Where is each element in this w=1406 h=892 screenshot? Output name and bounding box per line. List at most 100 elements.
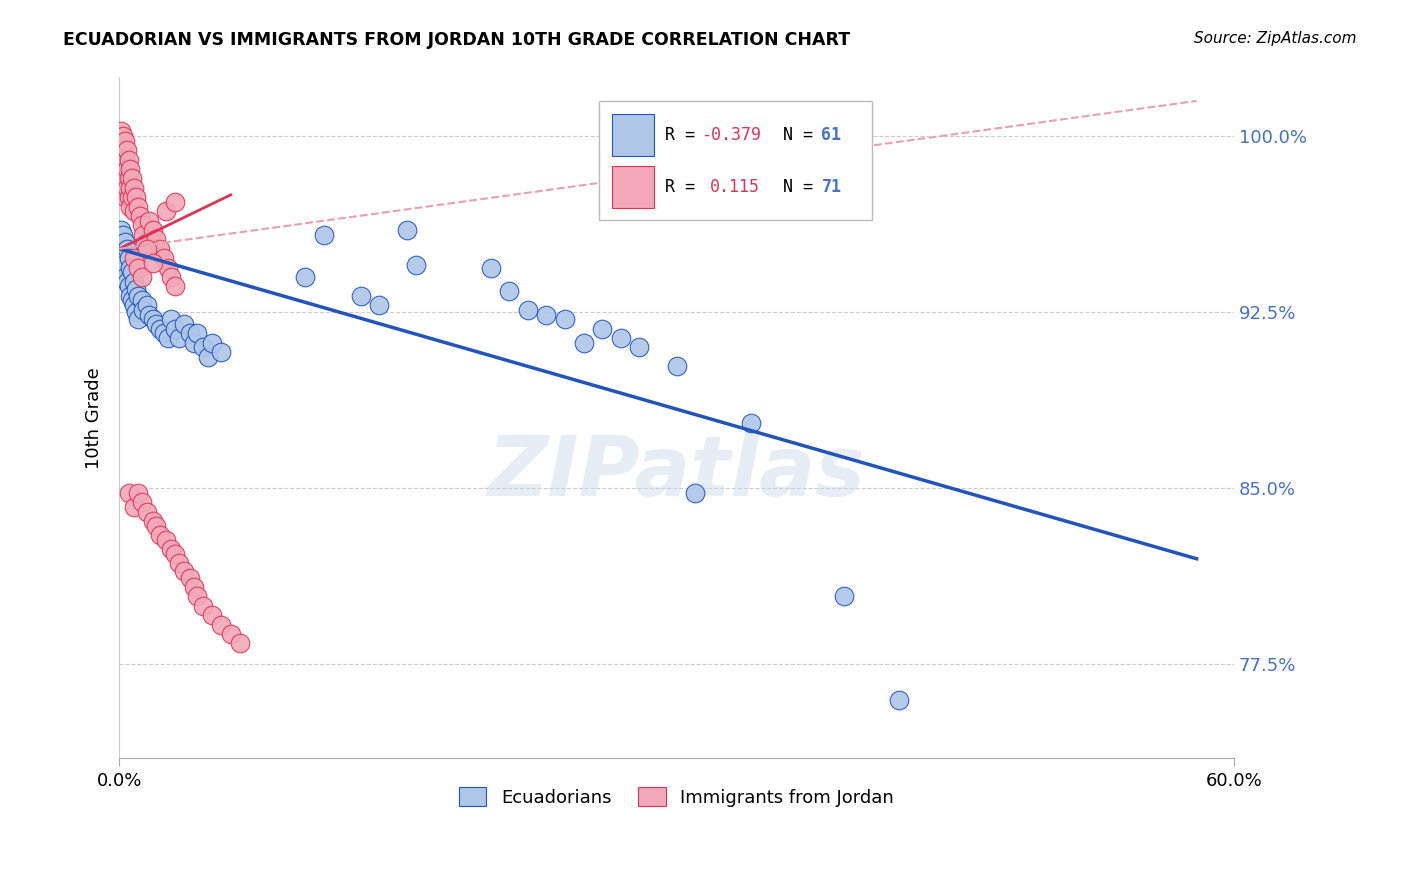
Point [131, 270, 153, 285]
Point [111, 143, 134, 157]
Point [121, 293, 143, 308]
Text: ECUADORIAN VS IMMIGRANTS FROM JORDAN 10TH GRADE CORRELATION CHART: ECUADORIAN VS IMMIGRANTS FROM JORDAN 10T… [63, 31, 851, 49]
Point [114, 171, 136, 186]
Point [498, 284, 520, 298]
Point [186, 326, 208, 341]
Point [209, 617, 232, 632]
Point [889, 692, 911, 706]
Point [173, 317, 195, 331]
Point [127, 486, 149, 500]
Point [201, 335, 224, 350]
Point [153, 326, 176, 341]
Point [591, 321, 613, 335]
Point [125, 305, 148, 319]
Point [183, 580, 205, 594]
Text: 0.115: 0.115 [710, 178, 761, 196]
Text: ZIPatlas: ZIPatlas [488, 432, 866, 513]
Point [120, 181, 142, 195]
Point [167, 331, 190, 345]
Point [142, 256, 165, 270]
Point [127, 260, 149, 275]
Point [160, 270, 183, 285]
Point [122, 500, 145, 515]
Point [572, 335, 595, 350]
Point [121, 265, 143, 279]
Point [149, 321, 172, 335]
Point [136, 298, 159, 312]
Point [628, 341, 651, 355]
Point [149, 242, 172, 256]
Point [121, 190, 143, 204]
Point [142, 223, 165, 237]
Point [201, 608, 224, 623]
Point [294, 270, 316, 285]
Point [610, 331, 633, 345]
Point [114, 190, 136, 204]
Text: N =: N = [763, 178, 824, 196]
Text: 71: 71 [821, 178, 841, 196]
Point [516, 302, 538, 317]
Point [134, 237, 156, 252]
Point [160, 312, 183, 326]
Point [191, 341, 214, 355]
Text: N =: N = [763, 126, 824, 144]
Text: 61: 61 [821, 126, 841, 144]
Point [405, 258, 427, 272]
Point [156, 260, 179, 275]
Point [396, 223, 419, 237]
Point [163, 547, 186, 561]
Text: R =: R = [665, 126, 706, 144]
Point [155, 533, 177, 547]
Point [219, 627, 242, 641]
Text: -0.379: -0.379 [702, 126, 761, 144]
Point [117, 190, 139, 204]
Point [155, 204, 177, 219]
Point [132, 227, 155, 242]
Point [229, 636, 252, 650]
Point [536, 308, 558, 322]
Point [114, 134, 136, 148]
Point [122, 298, 145, 312]
Point [122, 251, 145, 265]
Point [142, 514, 165, 528]
Point [127, 200, 149, 214]
Point [209, 345, 232, 359]
Point [132, 302, 155, 317]
Point [665, 359, 688, 374]
Point [120, 200, 142, 214]
Point [145, 317, 167, 331]
Text: Source: ZipAtlas.com: Source: ZipAtlas.com [1194, 31, 1357, 46]
Point [125, 282, 148, 296]
Point [350, 289, 373, 303]
Point [163, 279, 186, 293]
Point [149, 528, 172, 542]
Point [179, 570, 201, 584]
Point [127, 312, 149, 326]
Point [117, 486, 139, 500]
Point [127, 289, 149, 303]
Point [117, 251, 139, 265]
Point [110, 138, 132, 153]
Point [117, 153, 139, 167]
Point [131, 219, 153, 233]
Point [197, 350, 219, 364]
Legend: Ecuadorians, Immigrants from Jordan: Ecuadorians, Immigrants from Jordan [453, 780, 901, 814]
Point [120, 260, 142, 275]
Point [122, 181, 145, 195]
Point [111, 160, 134, 174]
Point [110, 153, 132, 167]
Point [832, 590, 855, 604]
Point [122, 275, 145, 289]
Point [121, 171, 143, 186]
Point [122, 204, 145, 219]
Point [554, 312, 576, 326]
Point [191, 599, 214, 613]
Point [115, 242, 138, 256]
Point [115, 161, 138, 176]
Point [111, 176, 134, 190]
Point [131, 293, 153, 308]
Point [114, 153, 136, 167]
Point [179, 326, 201, 341]
Point [125, 190, 148, 204]
Point [145, 519, 167, 533]
